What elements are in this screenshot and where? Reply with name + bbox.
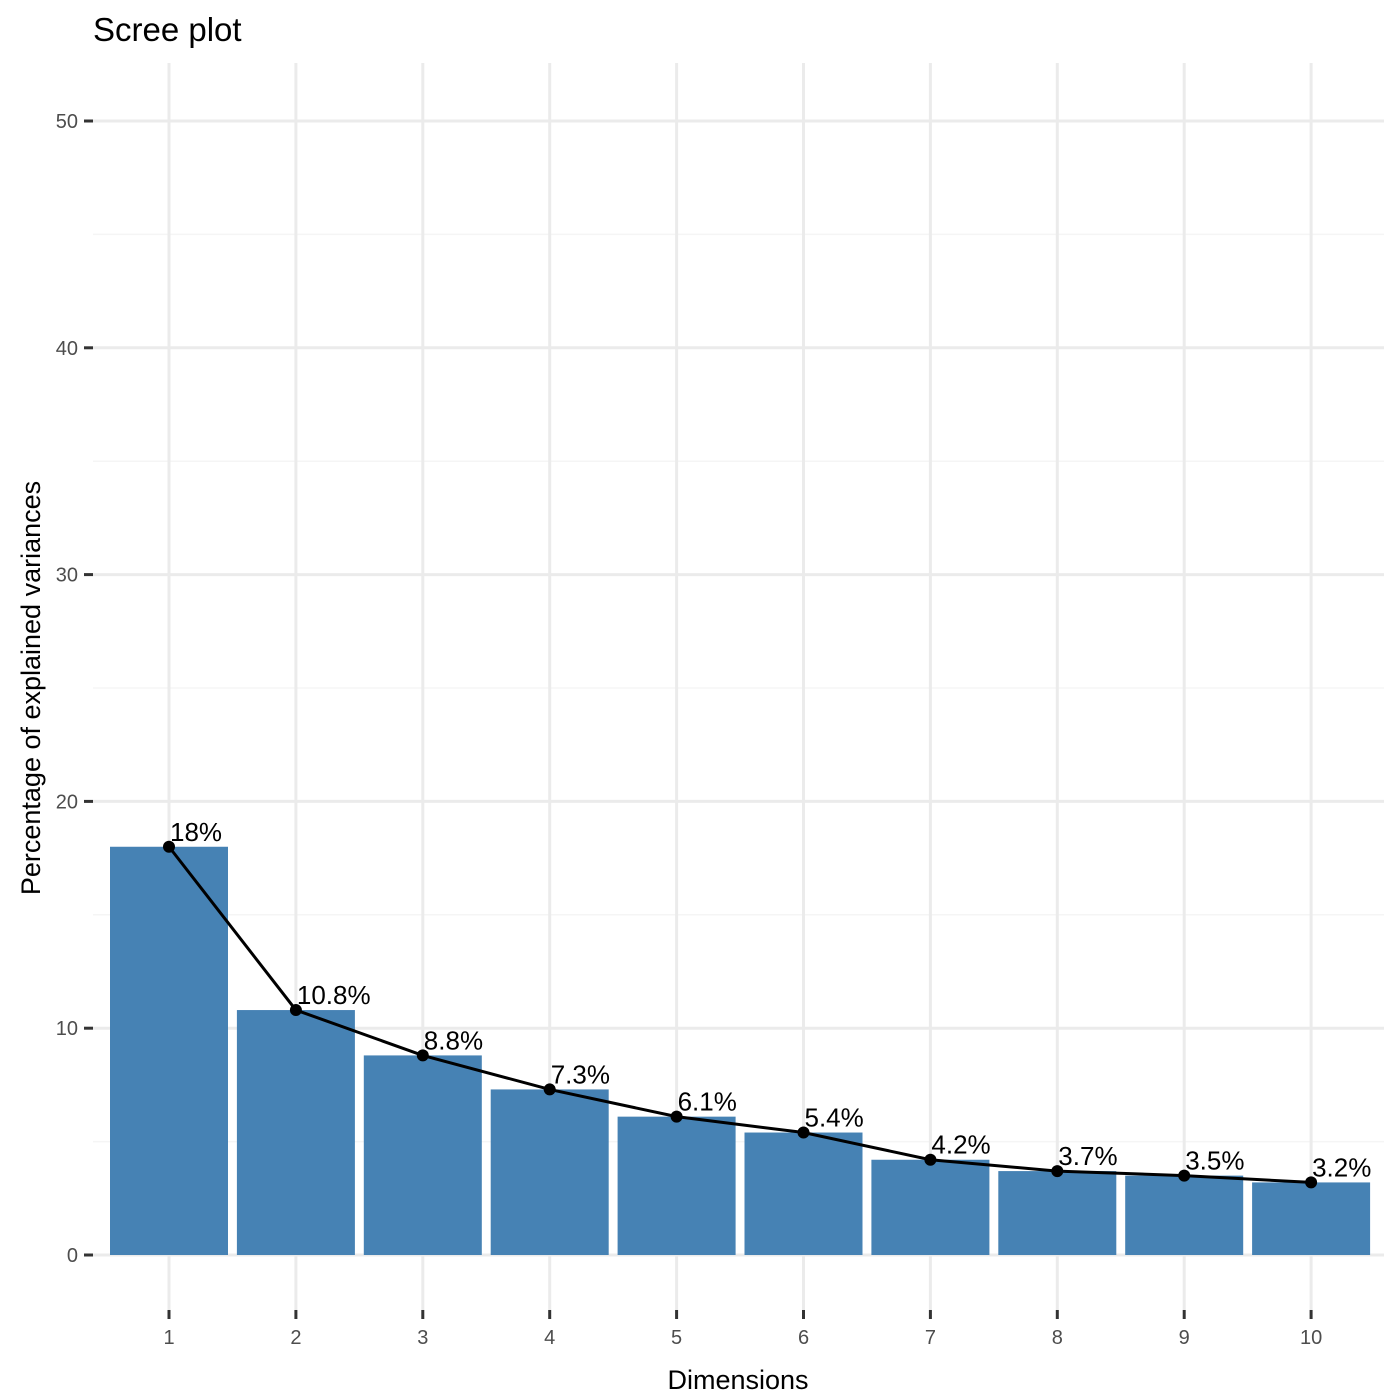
x-axis-title: Dimensions [667, 1365, 808, 1395]
data-label-dim-6: 5.4% [805, 1103, 864, 1133]
point-dim-2 [289, 1004, 302, 1017]
bar-dim-2 [236, 1010, 355, 1255]
y-tick-label: 40 [56, 338, 78, 360]
bar-dim-3 [363, 1055, 482, 1255]
points [163, 840, 1318, 1189]
bar-dim-4 [490, 1089, 609, 1255]
x-tick-label: 4 [544, 1327, 555, 1349]
data-label-dim-2: 10.8% [297, 980, 371, 1010]
y-axis-title: Percentage of explained variances [16, 481, 46, 895]
point-dim-10 [1305, 1176, 1318, 1189]
y-tick-label: 30 [56, 565, 78, 587]
data-label-dim-4: 7.3% [551, 1059, 610, 1089]
x-tick-label: 8 [1052, 1327, 1063, 1349]
x-tick-label: 1 [163, 1327, 174, 1349]
chart-title: Scree plot [93, 11, 242, 48]
x-tick-label: 10 [1300, 1327, 1322, 1349]
data-label-dim-8: 3.7% [1058, 1141, 1117, 1171]
bar-dim-5 [617, 1116, 736, 1255]
bars [110, 846, 1371, 1255]
variance-line [167, 845, 1312, 1184]
x-tick-label: 5 [671, 1327, 682, 1349]
x-tick-label: 7 [925, 1327, 936, 1349]
point-dim-3 [416, 1049, 429, 1062]
y-tick-label: 0 [67, 1245, 78, 1267]
bar-dim-6 [744, 1132, 863, 1255]
point-dim-8 [1051, 1165, 1064, 1178]
point-dim-5 [670, 1110, 683, 1123]
data-label-dim-3: 8.8% [424, 1025, 483, 1055]
y-tick-label: 20 [56, 791, 78, 813]
bar-dim-8 [998, 1171, 1117, 1255]
x-axis: 1 2 3 4 5 6 7 8 9 10 [163, 1310, 1322, 1349]
y-axis: 0 10 20 30 40 50 [56, 111, 93, 1267]
y-tick-label: 10 [56, 1018, 78, 1040]
data-label-dim-1: 18% [170, 817, 222, 847]
bar-dim-7 [871, 1159, 990, 1255]
line-layer [167, 845, 1312, 1184]
x-tick-label: 6 [798, 1327, 809, 1349]
point-dim-4 [543, 1083, 556, 1096]
bar-dim-1 [110, 846, 228, 1255]
x-tick-label: 3 [417, 1327, 428, 1349]
point-dim-9 [1178, 1169, 1191, 1182]
data-label-dim-5: 6.1% [678, 1087, 737, 1117]
bar-dim-10 [1252, 1182, 1371, 1255]
data-label-dim-10: 3.2% [1312, 1152, 1371, 1182]
point-dim-6 [797, 1126, 810, 1139]
x-tick-label: 9 [1179, 1327, 1190, 1349]
data-labels: 18% 10.8% 8.8% 7.3% 6.1% 5.4% 4.2% 3.7% 3.5% 3.2% [170, 817, 1371, 1183]
y-tick-label: 50 [56, 111, 78, 133]
data-label-dim-7: 4.2% [931, 1130, 990, 1160]
point-dim-1 [163, 840, 175, 853]
x-tick-label: 2 [290, 1327, 301, 1349]
data-label-dim-9: 3.5% [1185, 1146, 1244, 1176]
point-dim-7 [924, 1153, 937, 1166]
bar-dim-9 [1125, 1175, 1244, 1255]
